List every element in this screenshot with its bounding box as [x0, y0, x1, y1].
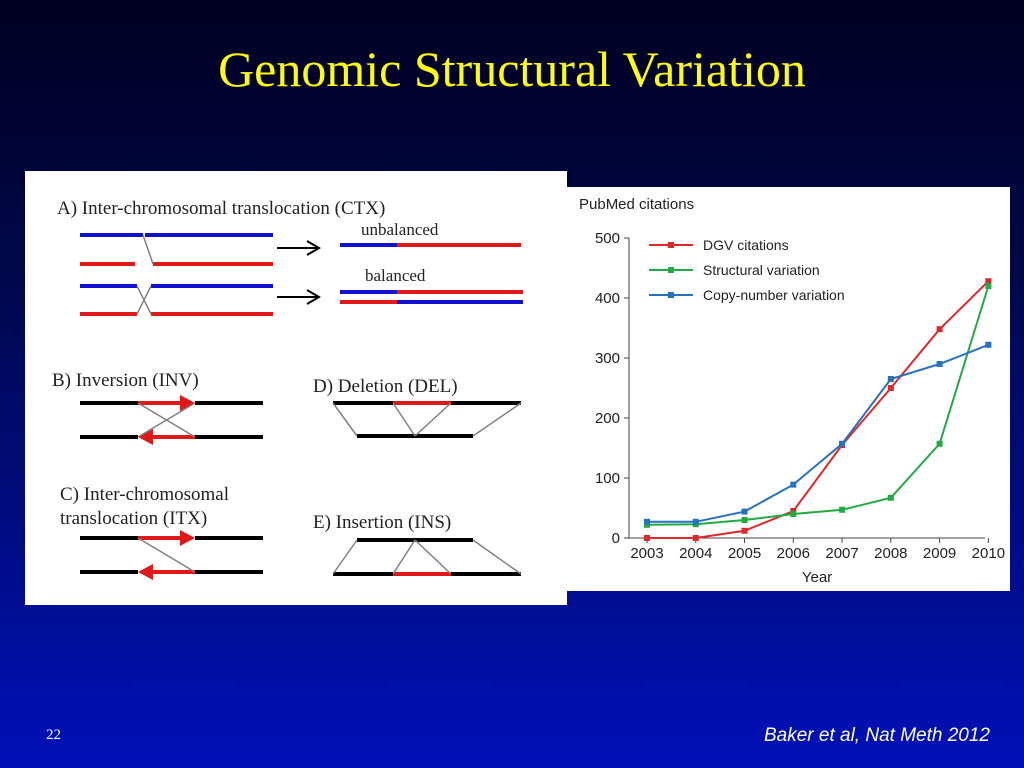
slide-number: 22	[46, 727, 61, 743]
legend-marker	[668, 292, 674, 298]
panel-b-label: B) Inversion (INV)	[52, 370, 199, 391]
series-line-1	[646, 285, 990, 526]
chart-series	[644, 278, 992, 541]
y-tick-label: 300	[595, 350, 620, 367]
data-point	[692, 518, 699, 525]
y-tick-label: 500	[595, 230, 620, 247]
data-point	[985, 278, 992, 285]
unbalanced-label: unbalanced	[361, 220, 439, 239]
ctx-arrow-1	[277, 240, 321, 256]
data-point	[887, 385, 894, 391]
y-tick-label: 200	[595, 410, 620, 427]
data-point	[936, 326, 943, 333]
ctx-arrow-2	[277, 289, 321, 305]
balanced-label: balanced	[365, 266, 426, 285]
data-point	[887, 494, 894, 501]
insertion-figure	[332, 538, 522, 576]
data-point	[692, 535, 699, 541]
sv-diagram: A) Inter-chromosomal translocation (CTX)…	[52, 198, 523, 580]
legend-label: Structural variation	[703, 262, 820, 278]
panel-a-label: A) Inter-chromosomal translocation (CTX)	[57, 198, 385, 219]
data-point	[985, 283, 992, 289]
x-tick-label: 2007	[825, 545, 858, 562]
y-tick-label: 0	[612, 530, 620, 547]
citations-chart: PubMed citations 0 100 200 300 400 500 2003 200…	[579, 196, 1005, 586]
data-point	[985, 341, 992, 348]
ctx-unbalanced-before	[80, 233, 273, 266]
panel-d-label: D) Deletion (DEL)	[313, 376, 458, 397]
x-tick-label: 2010	[972, 545, 1005, 562]
deletion-figure	[332, 401, 522, 438]
legend-label: DGV citations	[703, 237, 789, 253]
x-axis-label: Year	[802, 569, 832, 586]
chart-title: PubMed citations	[579, 196, 694, 213]
citations-chart-panel: PubMed citations 0 100 200 300 400 500 2003 200…	[567, 187, 1010, 591]
legend-marker	[668, 242, 674, 248]
chart-legend: DGV citations Structural variation Copy-nu…	[649, 237, 845, 303]
x-tick-label: 2004	[679, 545, 712, 562]
data-point	[936, 440, 943, 447]
slide-title: Genomic Structural Variation	[218, 41, 806, 97]
data-point	[741, 508, 748, 515]
data-point	[936, 361, 943, 367]
panel-c-label-line2: translocation (ITX)	[60, 508, 207, 529]
inversion-figure	[80, 395, 263, 445]
panel-e-label: E) Insertion (INS)	[313, 512, 451, 533]
series-line-0	[647, 280, 990, 539]
data-point	[839, 506, 846, 513]
data-point	[790, 481, 797, 488]
data-point	[741, 517, 748, 523]
y-tick-label: 400	[595, 290, 620, 307]
x-tick-label: 2006	[777, 545, 810, 562]
ctx-balanced-before	[80, 284, 273, 316]
sv-diagram-panel: A) Inter-chromosomal translocation (CTX)…	[25, 171, 567, 605]
data-point	[887, 376, 894, 382]
data-point	[839, 440, 846, 447]
legend-label: Copy-number variation	[703, 287, 845, 303]
chart-axes: 0 100 200 300 400 500 2003 2004 2005 2006 2007 2008…	[595, 230, 1005, 562]
itx-figure	[80, 530, 263, 580]
data-point	[741, 527, 748, 534]
y-tick-label: 100	[595, 470, 620, 487]
data-point	[644, 535, 650, 541]
citation: Baker et al, Nat Meth 2012	[763, 725, 990, 746]
x-tick-label: 2003	[630, 545, 663, 562]
x-tick-label: 2009	[923, 545, 956, 562]
x-tick-label: 2005	[728, 545, 761, 562]
ctx-balanced-after	[340, 290, 523, 304]
legend-marker	[668, 267, 674, 273]
x-tick-label: 2008	[874, 545, 907, 562]
panel-c-label-line1: C) Inter-chromosomal	[60, 484, 229, 505]
data-point	[790, 511, 797, 517]
data-point	[644, 518, 650, 525]
series-line-2	[647, 343, 989, 523]
